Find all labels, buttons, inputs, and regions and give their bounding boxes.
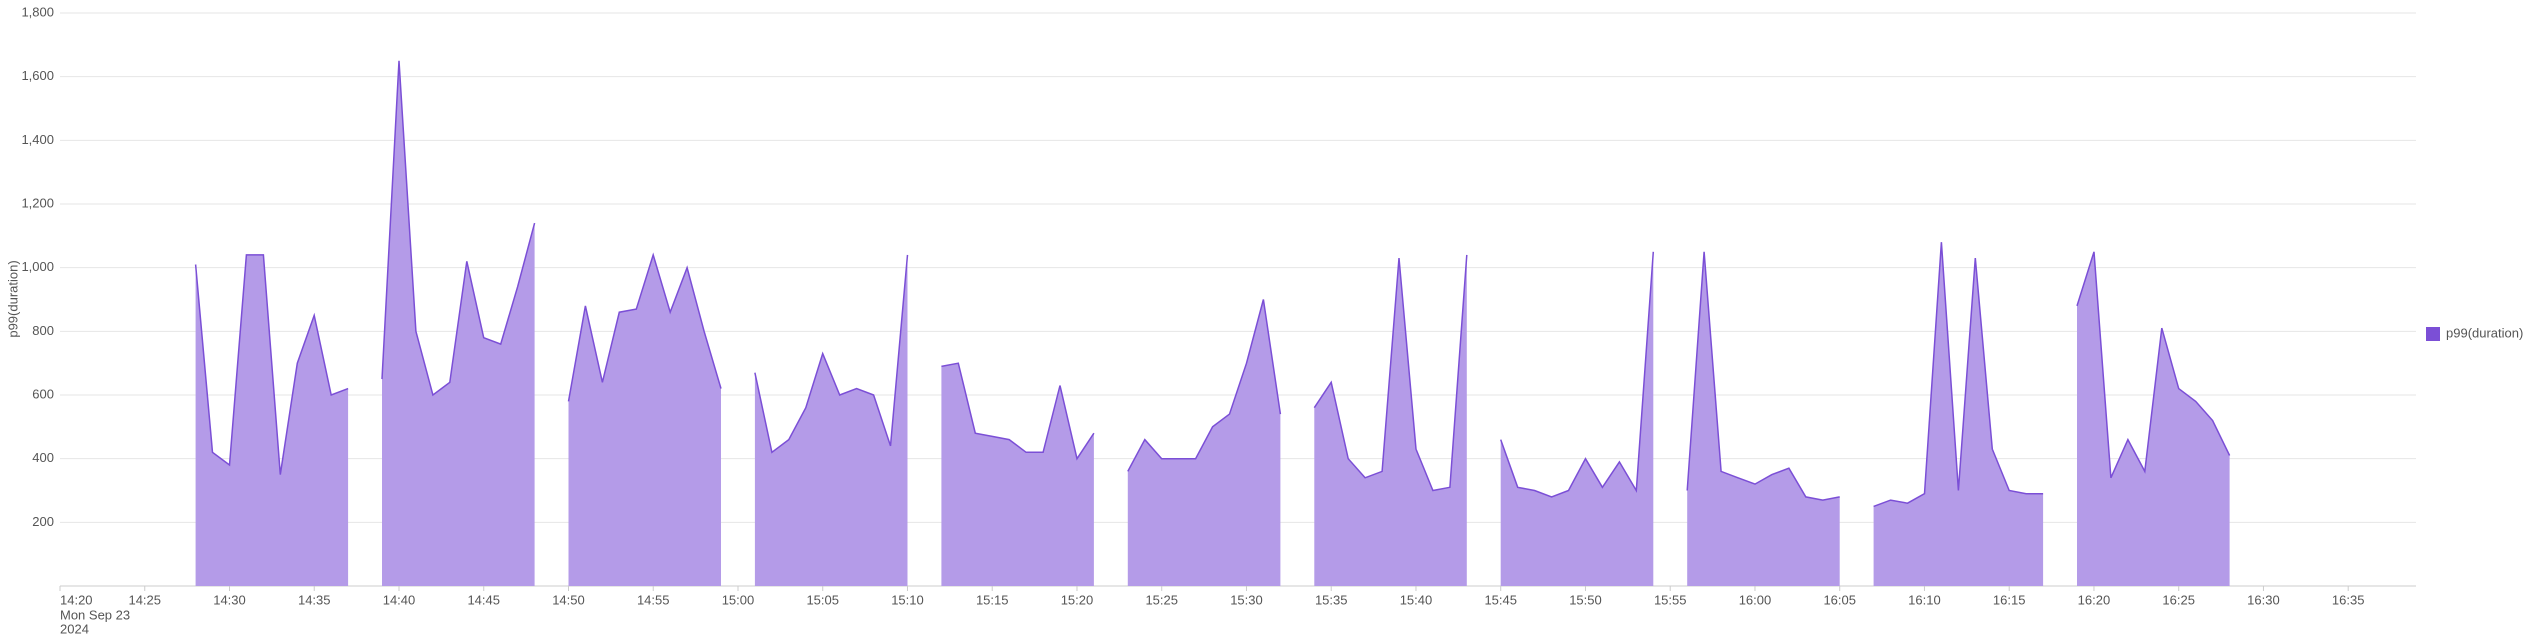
x-tick-label: 15:35 bbox=[1315, 592, 1348, 607]
x-tick-label: 14:20 bbox=[60, 592, 93, 607]
y-tick-label: 800 bbox=[32, 323, 54, 338]
y-axis-label: p99(duration) bbox=[5, 260, 20, 337]
line bbox=[1499, 251, 1655, 498]
x-tick-label: 16:20 bbox=[2078, 592, 2111, 607]
x-tick-label: 14:45 bbox=[467, 592, 500, 607]
x-tick-label: 14:55 bbox=[637, 592, 670, 607]
area bbox=[195, 254, 349, 586]
y-tick-label: 200 bbox=[32, 514, 54, 529]
area bbox=[1314, 254, 1467, 586]
x-tick-label: 14:40 bbox=[383, 592, 416, 607]
y-tick-label: 400 bbox=[32, 450, 54, 465]
line bbox=[1873, 242, 2044, 508]
area bbox=[1873, 242, 2044, 586]
x-tick-label: 15:50 bbox=[1569, 592, 1602, 607]
x-tick-label: 15:00 bbox=[722, 592, 755, 607]
x-tick-label: 15:30 bbox=[1230, 592, 1263, 607]
line bbox=[754, 254, 909, 454]
line bbox=[381, 60, 536, 397]
x-tick-label: 15:15 bbox=[976, 592, 1009, 607]
line bbox=[1127, 299, 1282, 472]
legend-swatch bbox=[2426, 327, 2440, 341]
x-tick-label: 16:30 bbox=[2247, 592, 2280, 607]
legend-label: p99(duration) bbox=[2446, 325, 2523, 340]
y-tick-label: 1,800 bbox=[21, 4, 54, 19]
x-tick-label: 14:35 bbox=[298, 592, 331, 607]
area bbox=[568, 254, 721, 586]
x-tick-label: 16:15 bbox=[1993, 592, 2026, 607]
y-tick-label: 1,000 bbox=[21, 259, 54, 274]
x-tick-label: 15:10 bbox=[891, 592, 924, 607]
line bbox=[194, 254, 349, 475]
x-tick-label: 16:35 bbox=[2332, 592, 2365, 607]
line bbox=[1313, 254, 1468, 492]
y-tick-label: 1,600 bbox=[21, 68, 54, 83]
x-tick-label: 15:40 bbox=[1400, 592, 1433, 607]
x-tick-label: 15:20 bbox=[1061, 592, 1094, 607]
x-date-label: 2024 bbox=[60, 621, 89, 636]
x-tick-label: 16:10 bbox=[1908, 592, 1941, 607]
area bbox=[941, 363, 1094, 586]
y-tick-label: 1,200 bbox=[21, 195, 54, 210]
x-tick-label: 14:50 bbox=[552, 592, 585, 607]
area bbox=[1687, 251, 1840, 587]
area bbox=[754, 254, 908, 586]
x-tick-label: 15:55 bbox=[1654, 592, 1687, 607]
line bbox=[567, 252, 722, 402]
x-tick-label: 16:25 bbox=[2162, 592, 2195, 607]
y-tick-label: 600 bbox=[32, 386, 54, 401]
x-tick-label: 15:25 bbox=[1145, 592, 1178, 607]
x-tick-label: 14:25 bbox=[128, 592, 161, 607]
area bbox=[1500, 251, 1654, 587]
area bbox=[2077, 251, 2230, 587]
x-tick-label: 15:45 bbox=[1484, 592, 1517, 607]
x-tick-label: 16:00 bbox=[1739, 592, 1772, 607]
line bbox=[1686, 251, 1840, 501]
line bbox=[941, 362, 1095, 461]
y-tick-label: 1,400 bbox=[21, 132, 54, 147]
x-date-label: Mon Sep 23 bbox=[60, 607, 130, 622]
x-tick-label: 16:05 bbox=[1823, 592, 1856, 607]
x-tick-label: 14:30 bbox=[213, 592, 246, 607]
line bbox=[2076, 251, 2231, 479]
x-tick-label: 15:05 bbox=[806, 592, 839, 607]
